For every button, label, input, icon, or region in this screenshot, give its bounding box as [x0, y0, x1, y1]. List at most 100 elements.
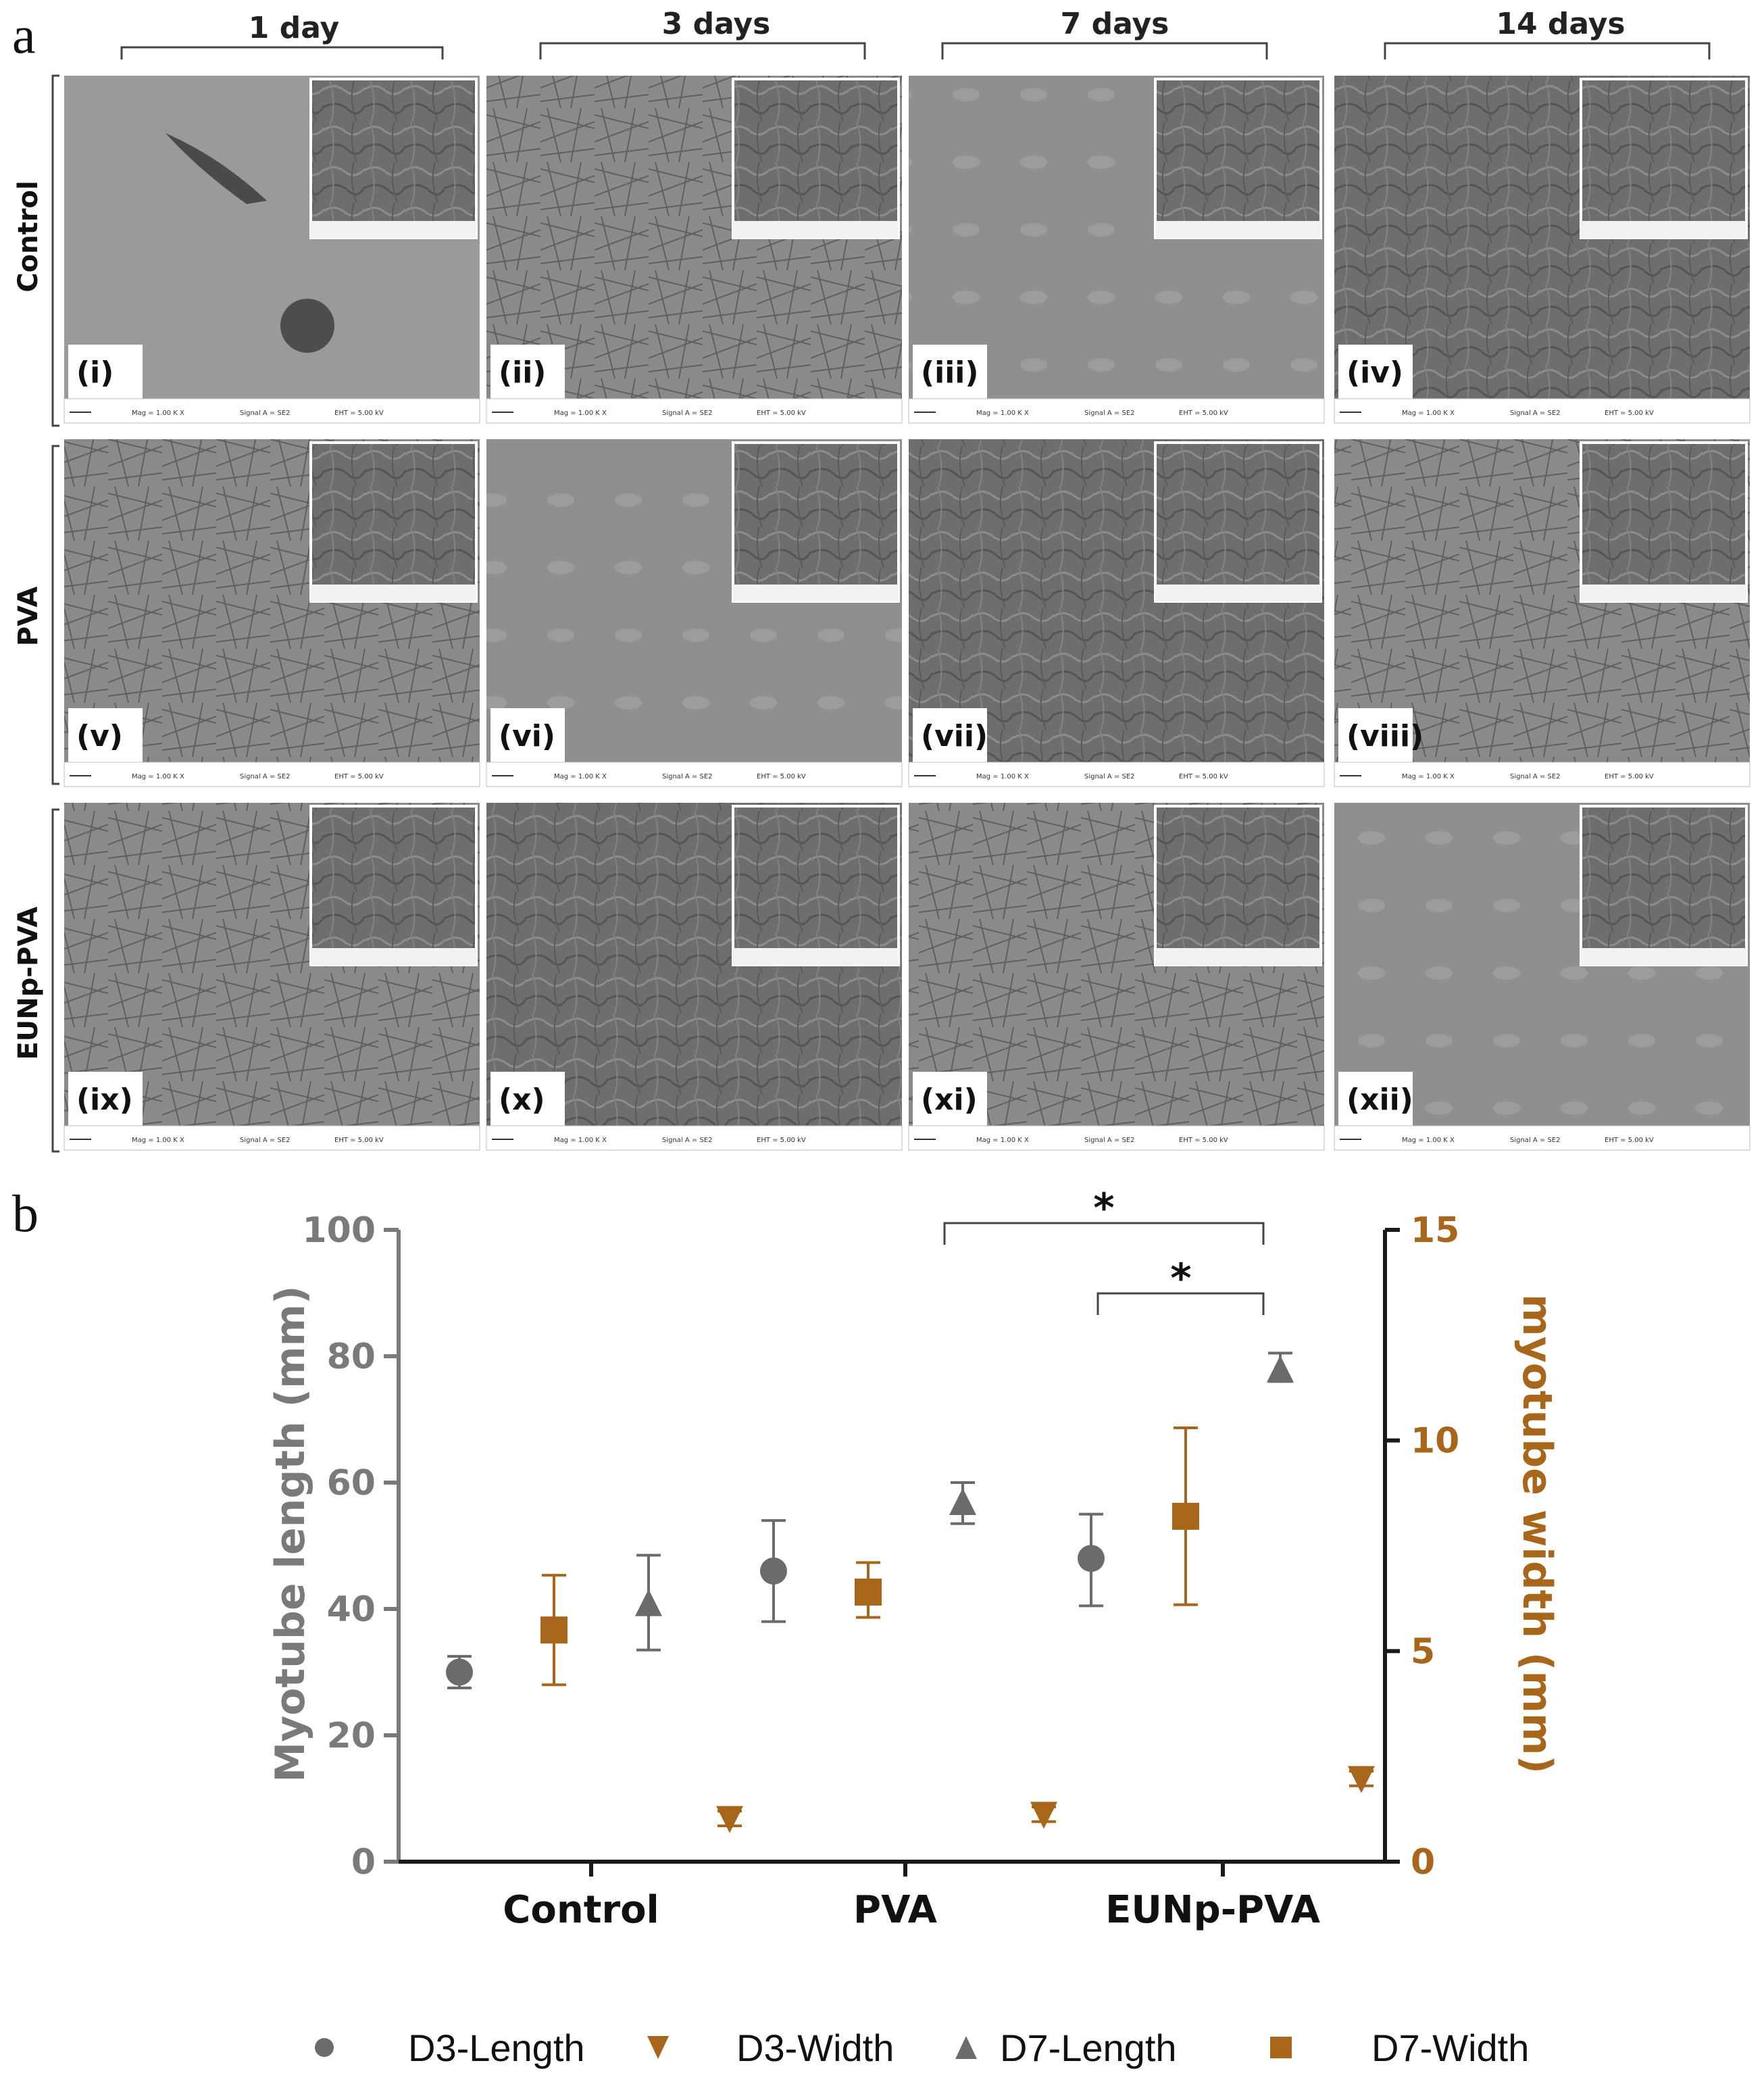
- sem-info-bar: [486, 1125, 903, 1151]
- marker-triangle-up: [949, 1488, 976, 1516]
- sem-eht: EHT = 5.00 kV: [757, 773, 806, 780]
- panel-roman-label: (viii): [1346, 719, 1423, 753]
- panel-a-letter: a: [12, 5, 36, 64]
- sem-mag: Mag = 1.00 K X: [976, 773, 1029, 780]
- sem-inset-databar: [733, 948, 899, 965]
- x-tick-label: EUNp-PVA: [1105, 1888, 1321, 1932]
- point-d7-length-eunp-pva: [1267, 1351, 1294, 1383]
- panel-roman-label: (i): [76, 355, 114, 390]
- timepoint-bracket: [941, 42, 1268, 59]
- panel-roman-label: (iv): [1346, 355, 1403, 390]
- panel-label-box: [913, 345, 987, 399]
- sem-inset-databar: [311, 585, 476, 601]
- sem-inset-databar: [311, 221, 476, 238]
- sem-mag: Mag = 1.00 K X: [132, 1137, 184, 1144]
- marker-triangle-down: [716, 1806, 743, 1833]
- timepoint-label-7-days: 7 days: [1061, 7, 1169, 41]
- sem-signal: Signal A = SE2: [662, 773, 713, 780]
- cell-shape: [280, 299, 334, 353]
- row-bracket: [51, 74, 59, 427]
- legend-label-d3-length: D3-Length: [408, 2027, 585, 2069]
- sem-signal: Signal A = SE2: [662, 1137, 713, 1144]
- sem-mag: Mag = 1.00 K X: [976, 1137, 1029, 1144]
- sem-info-bar: [1334, 398, 1750, 424]
- panel-roman-label: (vi): [499, 719, 555, 753]
- timepoint-headers: 1 day 3 days 7 days 14 days: [120, 7, 1711, 59]
- timepoint-bracket: [120, 46, 444, 59]
- sem-info-bar: [64, 762, 480, 787]
- point-d3-width-control: [716, 1806, 743, 1833]
- sem-signal: Signal A = SE2: [1510, 410, 1561, 417]
- sem-eht: EHT = 5.00 kV: [1179, 1137, 1228, 1144]
- sem-mag: Mag = 1.00 K X: [132, 773, 184, 780]
- panel-roman-label: (iii): [921, 355, 978, 390]
- marker-square: [855, 1579, 882, 1606]
- sem-panel-viii: (viii) Mag = 1.00 K X Signal A = SE2 EHT = …: [1334, 439, 1750, 787]
- sem-inset-image: [732, 441, 900, 603]
- legend-marker-d7-width: [1270, 2037, 1292, 2058]
- chart-axes: 0 20 40 60 80 100 0 5 10 15 Control PVA EUNp-PVA: [302, 1210, 1459, 1932]
- point-d7-length-control: [635, 1554, 662, 1652]
- sem-info-bar: [64, 398, 480, 424]
- y-left-tick-label: 20: [327, 1716, 376, 1756]
- sem-inset-image: [732, 78, 900, 239]
- sem-inset-image: [309, 805, 478, 966]
- sem-mag: Mag = 1.00 K X: [1402, 773, 1455, 780]
- sem-mag: Mag = 1.00 K X: [976, 410, 1029, 417]
- y-left-tick-label: 40: [327, 1589, 376, 1630]
- panel-label-box: [1338, 345, 1413, 399]
- sem-signal: Signal A = SE2: [662, 410, 713, 417]
- y-axis-left-title: Myotube length (mm): [267, 1285, 314, 1782]
- panel-label-box: [490, 345, 565, 399]
- sem-eht: EHT = 5.00 kV: [1179, 410, 1228, 417]
- sem-info-bar: [1334, 1125, 1750, 1151]
- chart-legend: D3-Length D3-Width D7-Length D7-Width: [315, 2027, 1529, 2069]
- sem-signal: Signal A = SE2: [1084, 410, 1135, 417]
- point-d7-width-control: [540, 1574, 568, 1687]
- y-left-tick-label: 0: [351, 1842, 376, 1883]
- sem-inset-databar: [1581, 948, 1746, 965]
- y-right-tick-label: 10: [1411, 1421, 1459, 1462]
- sem-info-bar: [908, 1125, 1325, 1151]
- sem-panel-xii: (xii) Mag = 1.00 K X Signal A = SE2 EHT = 5…: [1334, 803, 1750, 1151]
- legend-marker-d3-width: [647, 2036, 669, 2059]
- panel-roman-label: (ix): [76, 1083, 133, 1117]
- x-tick-label: PVA: [853, 1888, 938, 1932]
- sem-info-bar: [1334, 762, 1750, 787]
- sem-inset-image: [1580, 78, 1748, 239]
- sem-panel-x: (x) Mag = 1.00 K X Signal A = SE2 EHT = 5.0…: [486, 803, 903, 1151]
- y-left-tick-label: 100: [302, 1210, 376, 1251]
- timepoint-bracket: [1384, 42, 1711, 59]
- significance-bracket: [943, 1222, 1265, 1245]
- sem-inset-databar: [1155, 585, 1321, 601]
- marker-triangle-up: [635, 1589, 662, 1616]
- legend-label-d3-width: D3-Width: [736, 2027, 894, 2069]
- point-d7-width-pva: [855, 1561, 882, 1619]
- sem-signal: Signal A = SE2: [240, 1137, 291, 1144]
- x-tick-label: Control: [503, 1888, 659, 1932]
- panel-roman-label: (ii): [499, 355, 546, 390]
- y-right-tick-label: 0: [1411, 1842, 1435, 1883]
- sem-mag: Mag = 1.00 K X: [1402, 1137, 1455, 1144]
- sem-inset-image: [732, 805, 900, 966]
- significance-star: *: [1170, 1255, 1191, 1302]
- y-left-tick-label: 60: [327, 1463, 376, 1504]
- sem-panel-vii: (vii) Mag = 1.00 K X Signal A = SE2 EHT = 5…: [908, 439, 1325, 787]
- sem-image-grid: (i) Mag = 1.00 K X Signal A = SE2 EHT = 5.0…: [64, 76, 1750, 1151]
- panel-label-box: [1338, 708, 1413, 762]
- point-d3-width-eunp-pva: [1348, 1766, 1375, 1793]
- sem-mag: Mag = 1.00 K X: [132, 410, 184, 417]
- sem-info-bar: [486, 398, 903, 424]
- sem-inset-image: [1154, 441, 1322, 603]
- panel-label-box: [68, 345, 143, 399]
- sem-inset-databar: [1155, 221, 1321, 238]
- sem-inset-image: [1580, 441, 1748, 603]
- y-right-tick-label: 15: [1411, 1210, 1459, 1251]
- panel-b-letter: b: [12, 1184, 39, 1243]
- marker-circle: [446, 1658, 473, 1686]
- point-d3-width-pva: [1030, 1802, 1057, 1829]
- sem-inset-image: [309, 78, 478, 239]
- point-d7-width-eunp-pva: [1172, 1426, 1199, 1606]
- marker-square: [1172, 1502, 1199, 1530]
- y-axis-right-title: myotube width (mm): [1513, 1294, 1561, 1774]
